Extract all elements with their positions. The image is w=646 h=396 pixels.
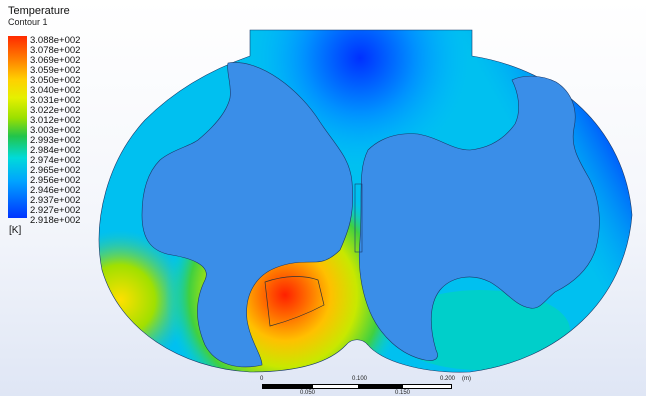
legend-tick: 2.927e+002 <box>30 205 81 216</box>
legend-tick: 3.022e+002 <box>30 105 81 116</box>
color-bar <box>8 36 27 218</box>
scale-label: 0.150 <box>395 390 411 396</box>
legend-tick: 3.012e+002 <box>30 115 81 126</box>
legend-tick: 3.059e+002 <box>30 65 81 76</box>
legend-tick: 3.031e+002 <box>30 95 81 106</box>
scale-bar <box>262 384 452 389</box>
legend-tick: 3.078e+002 <box>30 45 81 56</box>
left-rotor <box>141 62 353 368</box>
scale-unit: (m) <box>462 376 471 382</box>
legend-tick: 3.050e+002 <box>30 75 81 86</box>
legend-tick: 2.956e+002 <box>30 175 81 186</box>
legend-tick: 3.040e+002 <box>30 85 81 96</box>
cusp-gap <box>354 183 363 253</box>
legend-title: Temperature <box>8 5 70 17</box>
casing-outline <box>98 29 633 373</box>
legend-unit: [K] <box>9 225 22 236</box>
hot-pocket <box>264 276 325 327</box>
legend-tick: 2.984e+002 <box>30 145 81 156</box>
legend-tick: 2.993e+002 <box>30 135 81 146</box>
scale-label: 0.200 <box>440 376 456 382</box>
legend-tick: 2.946e+002 <box>30 185 81 196</box>
scale-label: 0.050 <box>300 390 316 396</box>
legend-tick: 2.937e+002 <box>30 195 81 206</box>
scale-label: 0 <box>260 376 264 382</box>
legend-tick: 2.918e+002 <box>30 215 81 226</box>
legend-tick: 3.003e+002 <box>30 125 81 136</box>
scale-label: 0.100 <box>352 376 368 382</box>
legend-tick: 2.974e+002 <box>30 155 81 166</box>
legend-tick: 3.088e+002 <box>30 35 81 46</box>
legend-tick: 3.069e+002 <box>30 55 81 66</box>
legend-subtitle: Contour 1 <box>8 17 48 27</box>
legend-tick: 2.965e+002 <box>30 165 81 176</box>
right-rotor <box>359 75 600 361</box>
